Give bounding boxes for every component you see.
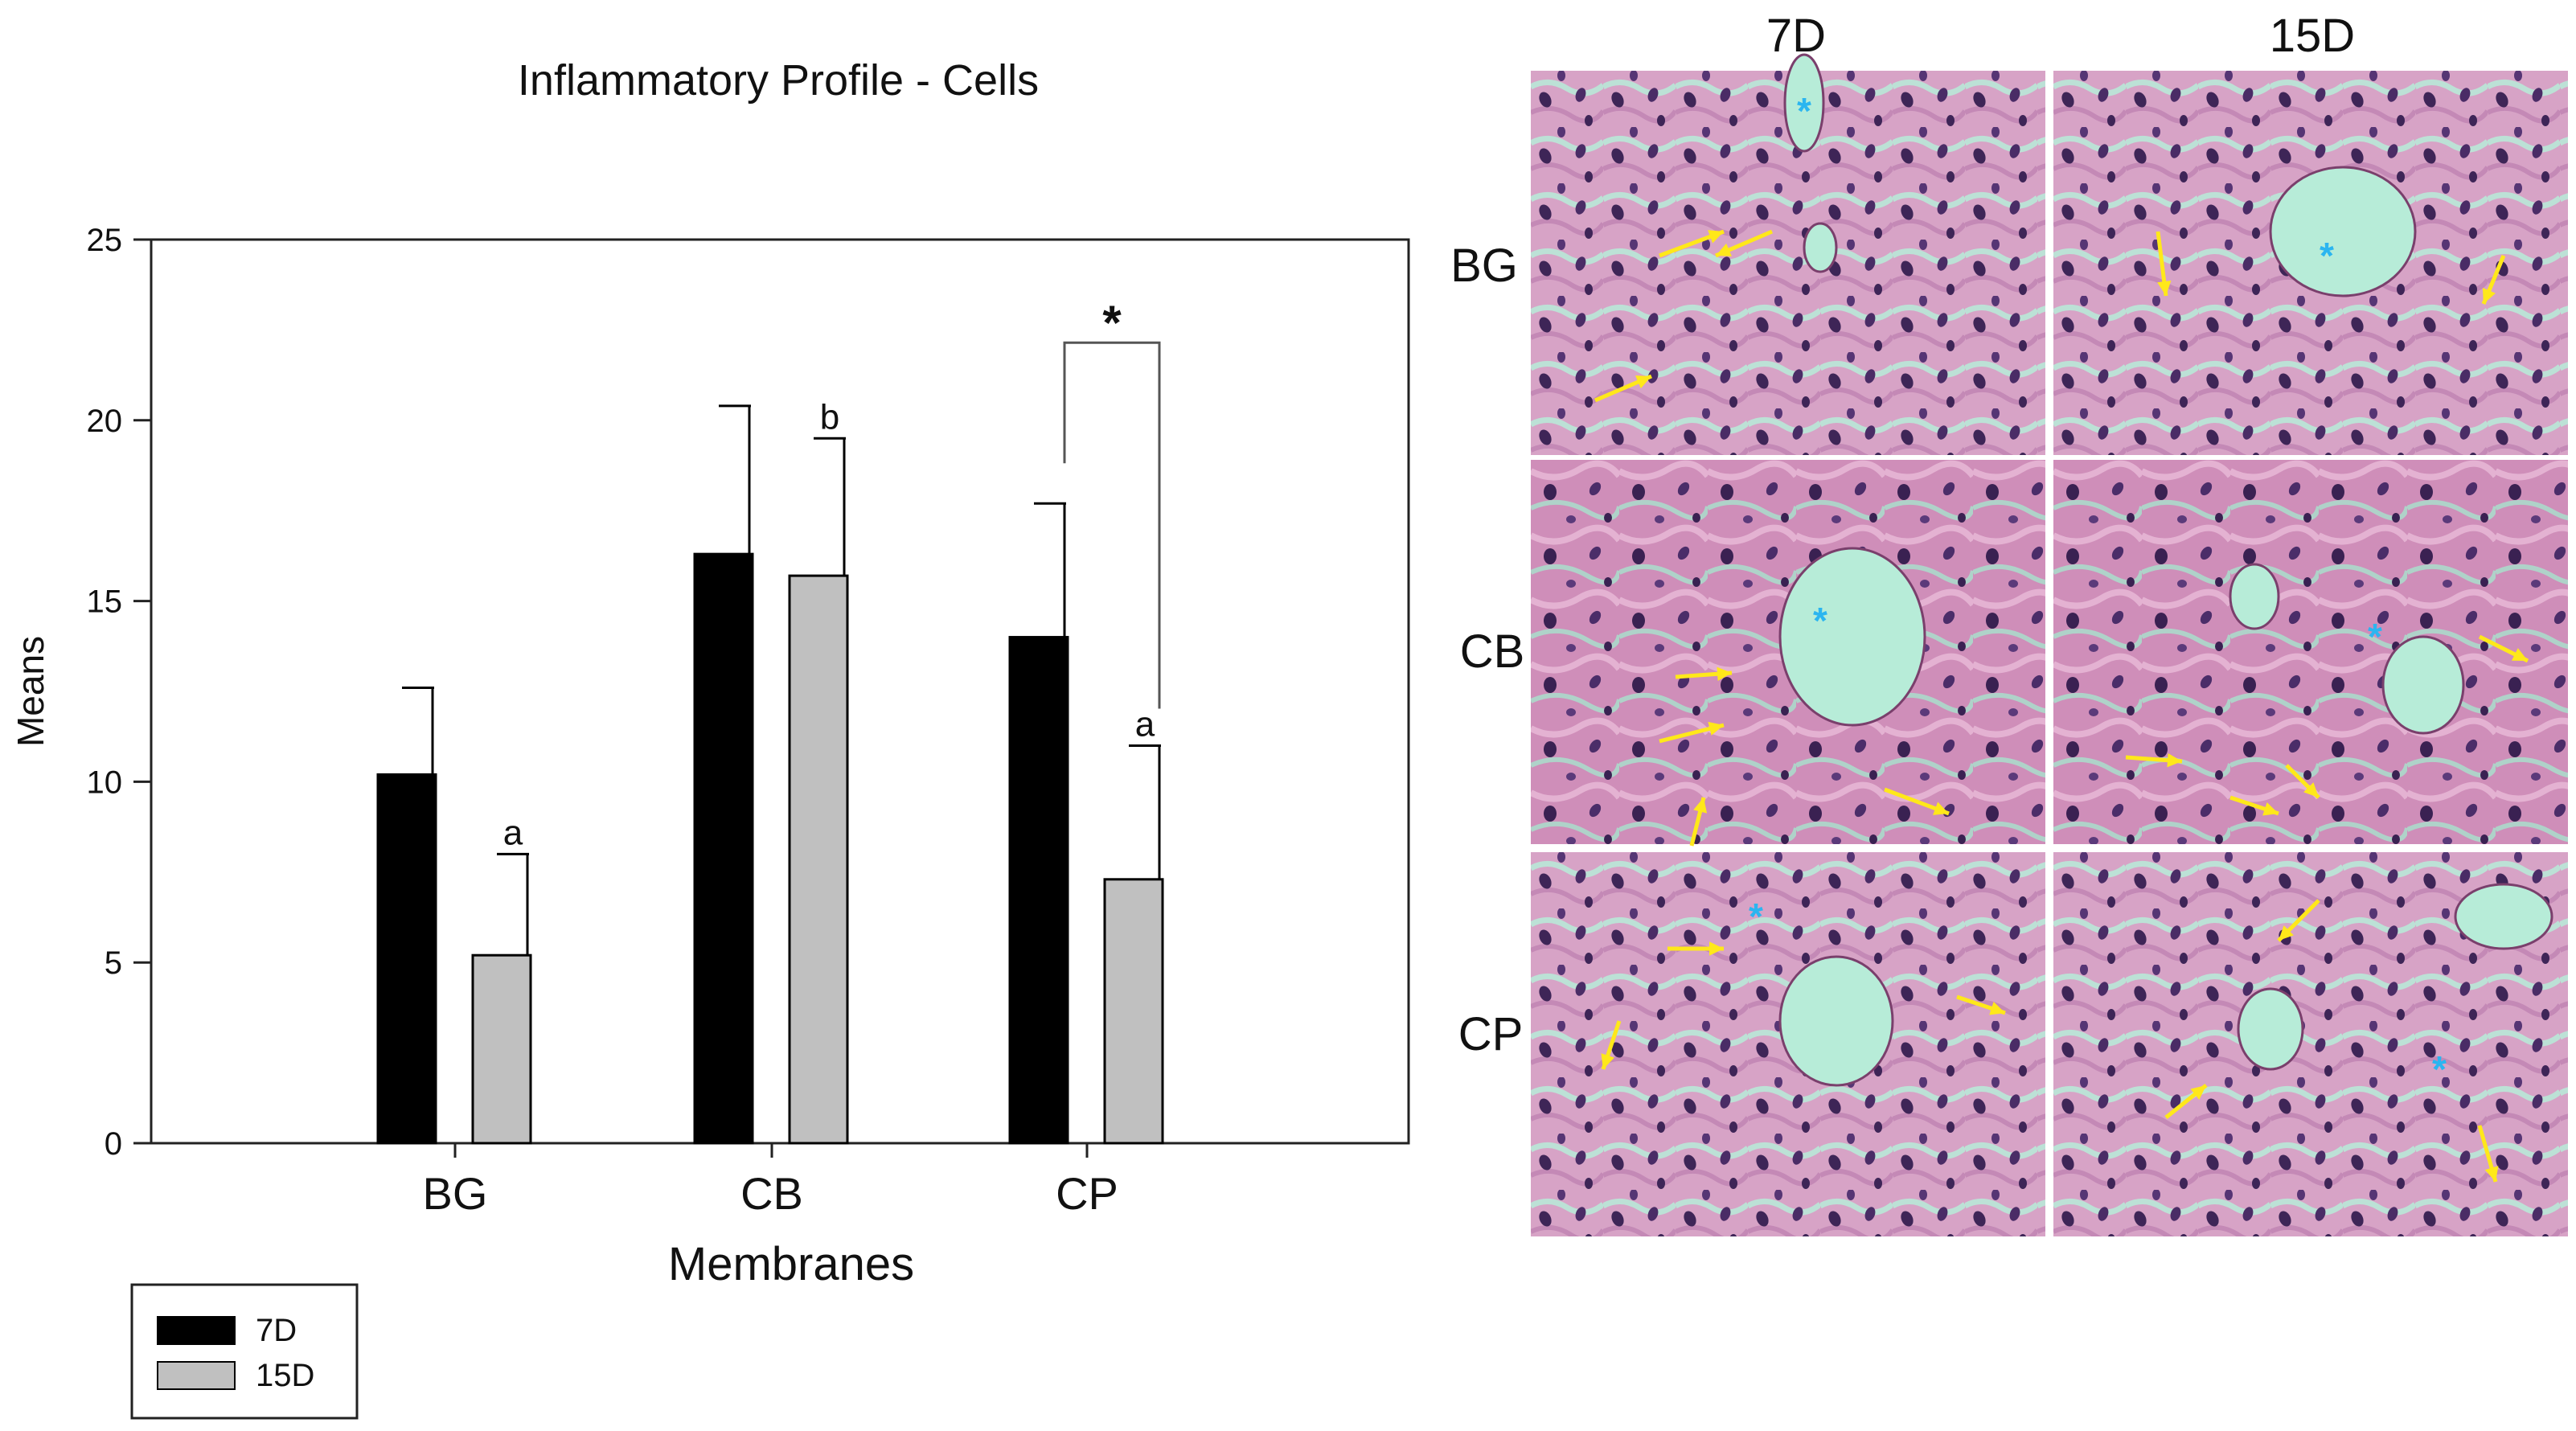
y-tick-label: 0 (105, 1126, 122, 1162)
y-tick-label: 20 (87, 404, 123, 439)
arrow-icon (2277, 899, 2320, 942)
column-label-7d: 7D (1766, 10, 1826, 62)
y-tick-label: 25 (87, 223, 123, 258)
y-axis: 0 5 10 15 20 25 (87, 223, 151, 1162)
legend-swatch-15d (157, 1361, 236, 1390)
arrow-icon (1884, 787, 1950, 816)
bar-chart: Inflammatory Profile - Cells 0510152025 … (10, 56, 1410, 1420)
legend-box (130, 1283, 359, 1420)
arrow-icon (2477, 1125, 2499, 1183)
x-axis: BG CB CP (423, 1143, 1118, 1219)
x-tick-label: CP (1056, 1168, 1118, 1219)
asterisk-icon: * (1813, 600, 1827, 642)
asterisk-icon: * (1797, 90, 1811, 132)
legend-label-15d: 15D (256, 1358, 314, 1393)
bar (1008, 636, 1069, 1145)
x-axis-title: Membranes (668, 1238, 914, 1290)
arrow-icon (1667, 941, 1724, 956)
y-tick-label: 15 (87, 584, 123, 620)
asterisk-icon: * (2320, 235, 2334, 277)
micrograph-cp-7d: * (1531, 852, 2045, 1236)
vessel-lumen (1778, 547, 1926, 727)
asterisk-icon: * (2368, 616, 2382, 658)
vessel-lumen (2269, 166, 2417, 297)
bar (471, 953, 532, 1145)
micrograph-cb-7d: * (1531, 460, 2045, 847)
arrow-icon (2481, 255, 2506, 305)
bars: a b a * (376, 296, 1164, 1145)
arrow-icon (2125, 753, 2183, 768)
vessel-lumen (1778, 955, 1894, 1087)
bar (788, 574, 849, 1145)
legend: 7D 15D (130, 1283, 359, 1420)
micrograph-cb-15d: * (2053, 460, 2568, 844)
arrow-icon (2229, 795, 2279, 816)
arrow-icon (1956, 994, 2006, 1015)
legend-label-7d: 7D (256, 1313, 297, 1348)
significance-bracket (1063, 341, 1161, 709)
arrow-icon (2164, 1084, 2208, 1119)
arrow-icon (1689, 797, 1708, 847)
tissue-texture (2053, 460, 2568, 844)
legend-swatch-7d (157, 1316, 236, 1345)
arrow-icon (1659, 721, 1725, 744)
row-label-cp: CP (1458, 1008, 1524, 1060)
plot-area (150, 238, 1410, 1145)
arrow-icon (1675, 666, 1733, 681)
vessel-lumen (2381, 635, 2465, 735)
chart-title: Inflammatory Profile - Cells (518, 56, 1039, 105)
arrow-icon (1715, 229, 1773, 258)
row-label-cb: CB (1460, 625, 1525, 678)
significance-marker: * (1102, 296, 1122, 350)
vessel-lumen (1803, 222, 1838, 273)
asterisk-icon: * (1749, 896, 1763, 937)
arrow-icon (2478, 634, 2529, 663)
y-tick-label: 5 (105, 945, 122, 981)
arrow-icon (1594, 374, 1652, 403)
asterisk-icon: * (2432, 1048, 2447, 1090)
column-label-15d: 15D (2270, 10, 2355, 62)
y-axis-title: Means (10, 636, 51, 747)
vessel-lumen (1783, 53, 1825, 153)
bar (693, 552, 754, 1145)
arrow-icon (2285, 764, 2320, 799)
vessel-lumen (2237, 987, 2304, 1071)
micrograph-cp-15d: * (2053, 852, 2568, 1236)
arrow-icon (1659, 229, 1725, 258)
group-letter: b (820, 397, 839, 437)
arrow-icon (1601, 1020, 1622, 1070)
micrograph-bg-15d: * (2053, 71, 2568, 455)
vessel-lumen (2454, 883, 2553, 950)
row-label-bg: BG (1450, 240, 1518, 292)
group-letter: a (1135, 704, 1155, 744)
bar (376, 773, 437, 1145)
group-letter: a (503, 813, 523, 852)
arrow-icon (2156, 231, 2172, 297)
x-tick-label: CB (740, 1168, 803, 1219)
micrograph-bg-7d: * (1531, 53, 2045, 455)
y-tick-label: 10 (87, 765, 123, 800)
bar (1103, 878, 1164, 1145)
micrograph-grid: * * * * * * (1531, 53, 2568, 1236)
x-tick-label: BG (423, 1168, 488, 1219)
vessel-lumen (2229, 563, 2280, 630)
histology-panel: 7D 15D BG CB CP * * * * * * (1450, 10, 2568, 1236)
